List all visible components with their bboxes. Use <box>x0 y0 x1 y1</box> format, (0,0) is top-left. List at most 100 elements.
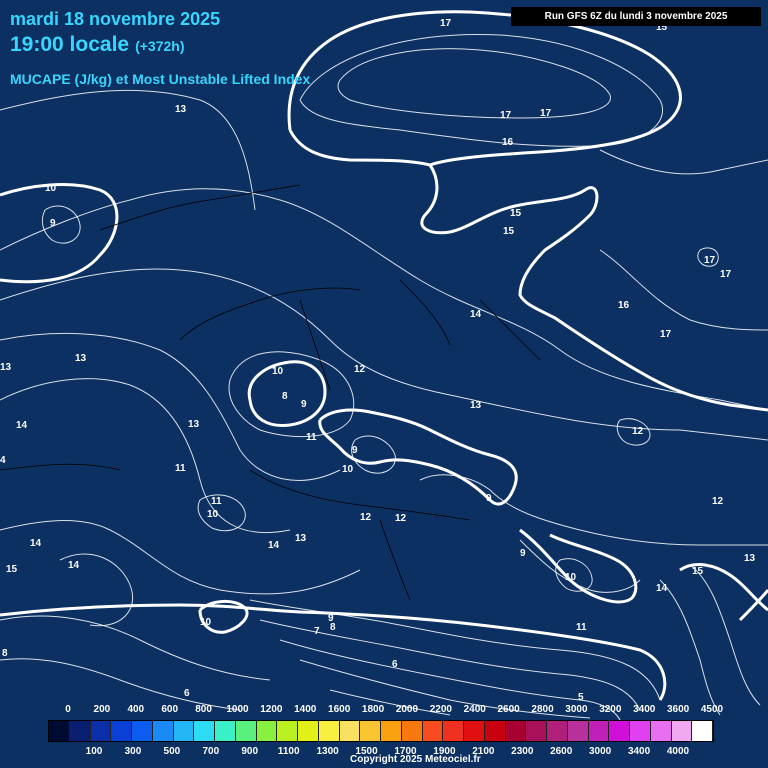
contour-label: 13 <box>188 419 200 430</box>
legend-tick-bottom: 1100 <box>277 746 300 757</box>
contour-label: 16 <box>502 137 514 148</box>
legend-tick-top: 1800 <box>361 704 385 715</box>
contour-label: 10 <box>342 464 354 475</box>
legend-tick-bottom: 500 <box>163 746 181 757</box>
contour-label: 11 <box>175 463 186 474</box>
forecast-date: mardi 18 novembre 2025 <box>10 9 221 29</box>
contour-label: 11 <box>576 622 587 633</box>
contour-label: 14 <box>268 540 280 551</box>
legend-tick-bottom: 1900 <box>433 746 456 757</box>
legend-swatch <box>111 721 132 741</box>
legend-swatch <box>173 721 195 741</box>
contour-label: 14 <box>68 560 80 571</box>
legend-tick-top: 600 <box>161 704 179 715</box>
legend-tick-top: 2800 <box>531 704 554 715</box>
color-legend <box>48 720 714 742</box>
contour-label: 17 <box>704 255 716 266</box>
contour-label: 15 <box>6 564 18 575</box>
legend-swatch <box>588 721 610 741</box>
contour-label: 13 <box>75 353 87 364</box>
contour-label: 12 <box>632 426 644 437</box>
legend-swatch <box>671 721 693 741</box>
contour-label: 14 <box>470 309 482 320</box>
contour-labels: 17 17 15 13 10 9 17 16 15 15 17 17 16 17… <box>0 18 756 703</box>
thin-isolines <box>0 33 768 721</box>
legend-tick-bottom: 4000 <box>666 746 690 757</box>
contour-label: 9 <box>328 613 334 624</box>
contour-label: 9 <box>486 493 492 504</box>
legend-swatch <box>235 721 257 741</box>
legend-tick-top: 2000 <box>395 704 419 715</box>
contour-label: 7 <box>314 626 320 637</box>
legend-tick-bottom: 1700 <box>394 746 417 757</box>
legend-swatch <box>484 721 506 741</box>
contour-label: 12 <box>712 496 724 507</box>
contour-label: 10 <box>272 366 284 377</box>
contour-label: 15 <box>510 208 522 219</box>
contour-label: 15 <box>503 226 515 237</box>
legend-tick-bottom: 3000 <box>589 746 612 757</box>
contour-label: 17 <box>660 329 672 340</box>
contour-label: 9 <box>301 399 307 410</box>
contour-label: 13 <box>175 104 187 115</box>
contour-label: 5 <box>578 692 584 703</box>
legend-tick-bottom: 2100 <box>472 746 495 757</box>
contour-label: 13 <box>744 553 756 564</box>
contour-label: 8 <box>282 391 288 402</box>
contour-label: 16 <box>618 300 630 311</box>
legend-tick-top: 2600 <box>497 704 520 715</box>
legend-tick-top: 0 <box>65 704 71 715</box>
contour-label: 14 <box>30 538 42 549</box>
legend-swatch <box>90 721 112 741</box>
run-info-badge: Run GFS 6Z du lundi 3 novembre 2025 <box>511 7 761 26</box>
legend-tick-bottom: 2300 <box>511 746 534 757</box>
contour-label: 4 <box>0 455 6 466</box>
copyright: Copyright 2025 Meteociel.fr <box>350 754 481 765</box>
contour-label: 17 <box>720 269 732 280</box>
legend-swatch <box>422 721 444 741</box>
legend-tick-top: 1600 <box>328 704 351 715</box>
legend-swatch <box>256 721 278 741</box>
legend-tick-top: 800 <box>195 704 212 715</box>
contour-label: 9 <box>352 445 358 456</box>
forecast-time-label: 19:00 locale <box>10 33 130 56</box>
legend-swatch <box>194 721 215 741</box>
contour-label: 11 <box>306 432 317 443</box>
contour-label: 6 <box>184 688 190 699</box>
forecast-time: 19:00 locale (+372h) <box>10 33 185 57</box>
contour-label: 10 <box>207 509 219 520</box>
legend-tick-top: 3200 <box>599 704 622 715</box>
contour-label: 15 <box>656 22 668 33</box>
contour-label: 10 <box>565 572 577 583</box>
legend-swatch <box>152 721 174 741</box>
thick-isolines <box>0 10 768 701</box>
legend-swatch <box>277 721 298 741</box>
contour-label: 14 <box>656 583 668 594</box>
legend-swatch <box>401 721 423 741</box>
legend-swatch <box>381 721 402 741</box>
contour-label: 17 <box>440 18 452 29</box>
legend-tick-bottom: 700 <box>202 746 220 757</box>
legend-tick-top: 1400 <box>294 704 317 715</box>
legend-tick-bottom: 3400 <box>627 746 651 757</box>
legend-tick-top: 3600 <box>666 704 690 715</box>
legend-tick-bottom: 2600 <box>550 746 573 757</box>
contour-label: 11 <box>211 496 222 507</box>
legend-swatch <box>215 721 236 741</box>
legend-tick-top: 2400 <box>463 704 486 715</box>
legend-swatch <box>464 721 485 741</box>
contour-label: 13 <box>295 533 307 544</box>
legend-swatch <box>339 721 361 741</box>
legend-swatch <box>609 721 630 741</box>
legend-swatch <box>443 721 464 741</box>
contour-label: 12 <box>395 513 407 524</box>
contour-label: 14 <box>16 420 28 431</box>
legend-swatch <box>69 721 91 741</box>
legend-tick-bottom: 1500 <box>355 746 378 757</box>
contour-label: 10 <box>200 617 212 628</box>
contour-label: 13 <box>0 362 12 373</box>
legend-tick-bottom: 1300 <box>316 746 339 757</box>
legend-swatch <box>360 721 381 741</box>
legend-tick-bottom: 300 <box>124 746 142 757</box>
